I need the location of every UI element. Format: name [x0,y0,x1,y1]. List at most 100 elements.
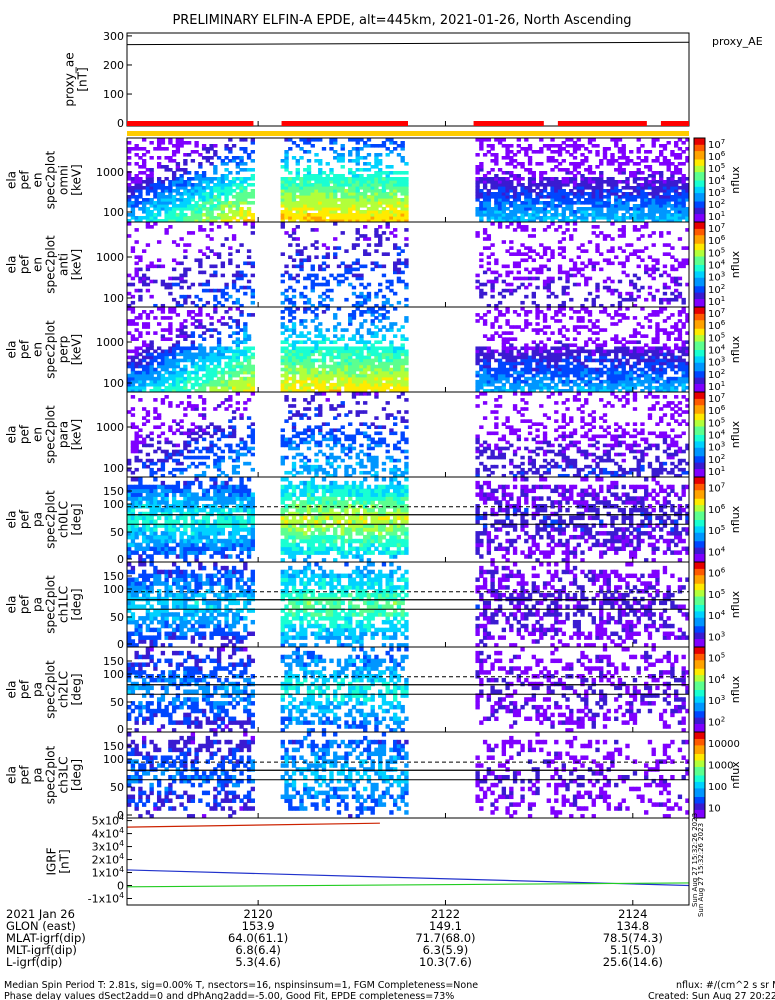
heatmap-cell [288,138,293,142]
colorbar-swatch [694,211,705,215]
heatmap-cell [606,180,611,184]
heatmap-cell [651,174,656,178]
heatmap-cell [186,243,192,247]
heatmap-cell [662,144,668,148]
heatmap-cell [621,361,626,366]
heatmap-cell [359,337,364,341]
heatmap-cell [576,388,581,392]
heatmap-cell [378,168,383,172]
heatmap-cell [490,322,495,326]
heatmap-cell [198,346,203,351]
heatmap-cell [539,189,544,193]
heatmap-cell [336,282,342,287]
heatmap-cell [183,388,188,392]
heatmap-cell [321,186,327,190]
heatmap-cell [591,300,596,305]
heatmap-cell [239,138,244,142]
heatmap-cell [509,144,514,148]
heatmap-cell [359,204,364,208]
heatmap-cell [651,243,656,247]
heatmap-cell [348,282,353,287]
heatmap-cell [599,361,604,366]
heatmap-cell [576,367,581,372]
heatmap-cell [134,267,139,272]
heatmap-cell [647,291,653,296]
heatmap-cell [520,201,525,205]
heatmap-cell [512,346,518,351]
heatmap-cell [344,198,349,202]
heatmap-cell [625,273,630,278]
heatmap-cell [280,385,285,390]
heatmap-cell [606,261,611,266]
heatmap-cell [554,340,559,345]
heatmap-cell [535,162,540,166]
heatmap-cell [351,219,357,222]
heatmap-cell [651,258,656,263]
heatmap-cell [303,352,308,357]
heatmap-cell [494,385,499,390]
heatmap-cell [213,303,218,307]
heatmap-cell [561,219,566,222]
heatmap-cell [539,219,544,222]
heatmap-cell [655,180,660,184]
heatmap-cell [340,192,345,196]
heatmap-cell [284,213,289,217]
heatmap-cell [546,276,551,281]
heatmap-cell [310,207,315,211]
heatmap-cell [602,156,608,160]
heatmap-cell [400,367,405,372]
heatmap-cell [359,346,364,351]
heatmap-cell [231,367,237,372]
colorbar-swatch [694,154,705,158]
heatmap-cell [636,349,641,354]
heatmap-cell [542,346,548,351]
heatmap-cell [295,144,300,148]
heatmap-cell [531,291,536,296]
heatmap-cell [288,385,293,390]
heatmap-cell [670,207,675,211]
heatmap-cell [310,243,315,247]
heatmap-cell [348,385,353,390]
heatmap-cell [554,189,559,193]
heatmap-cell [141,322,147,326]
heatmap-cell [186,313,192,317]
heatmap-cell [325,246,330,250]
heatmap-cell [550,291,555,296]
heatmap-cell [505,337,510,341]
heatmap-cell [539,349,544,354]
heatmap-cell [546,204,551,208]
heatmap-cell [325,177,330,181]
heatmap-cell [640,189,645,193]
heatmap-cell [280,279,285,284]
heatmap-cell [385,165,390,169]
heatmap-cell [201,288,207,293]
heatmap-cell [591,192,596,196]
heatmap-cell [501,186,507,190]
heatmap-cell [160,364,166,369]
heatmap-cell [291,310,297,314]
heatmap-cell [636,331,641,335]
heatmap-cell [659,180,664,184]
heatmap-cell [321,282,327,287]
heatmap-cell [557,201,563,205]
heatmap-cell [404,388,409,392]
heatmap-cell [636,264,641,269]
heatmap-cell [557,355,563,360]
heatmap-cell [374,183,379,187]
heatmap-cell [243,331,248,335]
heatmap-cell [134,219,139,222]
heatmap-cell [231,273,237,278]
heatmap-cell [288,171,293,175]
panel-plot-area [127,41,689,46]
heatmap-cell [479,379,484,384]
heatmap-cell [156,156,162,160]
heatmap-cell [171,195,177,199]
colorbar-swatch [694,150,705,154]
heatmap-cell [366,282,372,287]
heatmap-cell [145,373,151,378]
heatmap-cell [497,141,503,145]
heatmap-cell [685,183,689,187]
heatmap-cell [527,162,533,166]
heatmap-cell [482,382,488,387]
heatmap-cell [194,294,199,299]
